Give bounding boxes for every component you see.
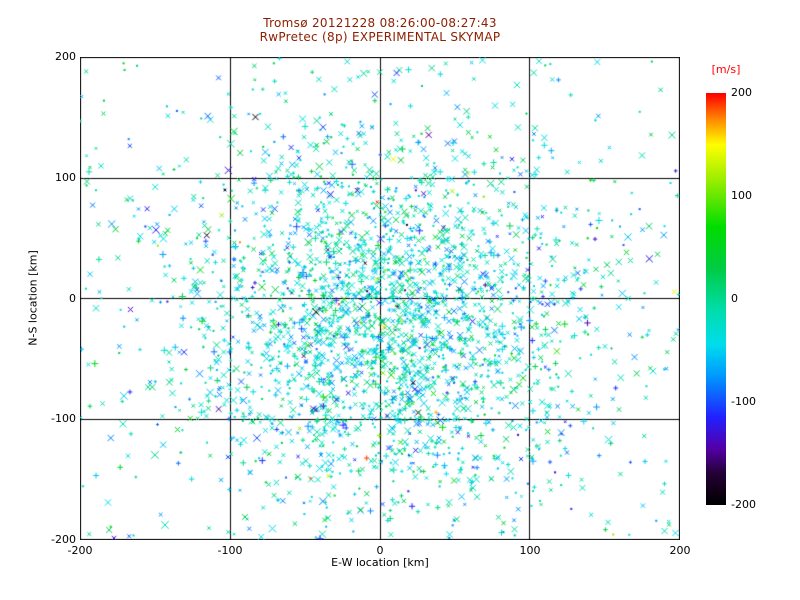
x-tick-label: -200 — [67, 544, 93, 557]
y-tick-label: 100 — [55, 171, 76, 184]
colorbar-tick-label: 0 — [731, 292, 738, 305]
x-tick-label: 200 — [669, 544, 691, 557]
x-tick-label: -100 — [217, 544, 243, 557]
colorbar-tick-label: -100 — [731, 395, 756, 408]
colorbar-tick-label: 100 — [731, 189, 752, 202]
plot-title: Tromsø 20121228 08:26:00-08:27:43 — [263, 16, 497, 30]
y-tick-label: 0 — [69, 292, 76, 305]
y-tick-label: -200 — [51, 533, 76, 546]
y-tick-label: -100 — [51, 412, 76, 425]
colorbar-unit-label: [m/s] — [711, 63, 741, 76]
x-axis-label: E-W location [km] — [331, 556, 429, 569]
x-tick-label: 0 — [376, 544, 384, 557]
colorbar-tick-label: -200 — [731, 498, 756, 511]
y-tick-label: 200 — [55, 50, 76, 63]
x-tick-label: 100 — [519, 544, 541, 557]
scatter-plot-canvas — [80, 57, 680, 540]
plot-subtitle: RwPretec (8p) EXPERIMENTAL SKYMAP — [259, 30, 501, 44]
colorbar-tick-label: 200 — [731, 86, 752, 99]
colorbar-gradient — [706, 93, 726, 505]
